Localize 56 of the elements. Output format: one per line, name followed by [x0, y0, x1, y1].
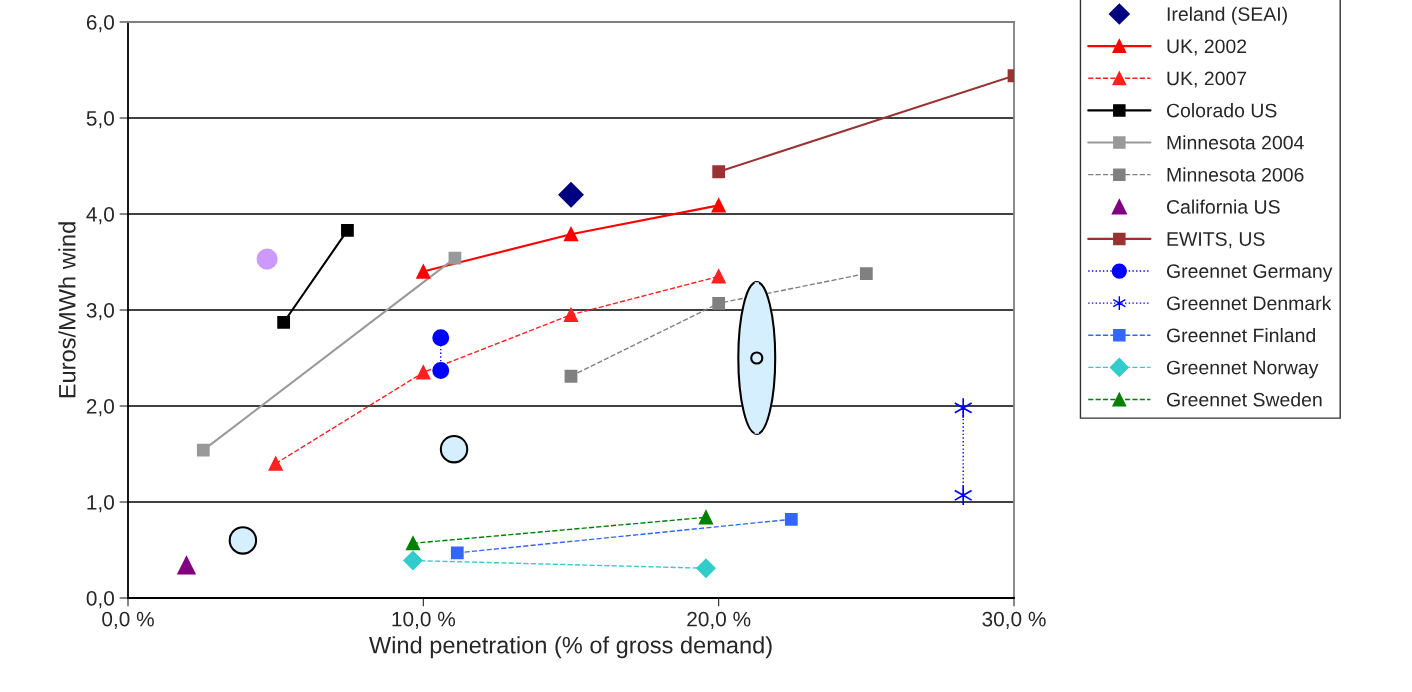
legend-label: California US — [1166, 199, 1280, 214]
point — [696, 558, 716, 578]
point — [558, 182, 584, 208]
y-tick-label: 5,0 — [86, 111, 114, 129]
y-tick-label: 1,0 — [87, 495, 114, 513]
point — [416, 365, 431, 380]
legend-label: UK, 2002 — [1167, 39, 1247, 56]
y-tick-label: 6,0 — [86, 15, 114, 33]
point — [432, 329, 450, 347]
point — [432, 362, 450, 379]
y-tick-label: 2,0 — [86, 399, 114, 417]
legend-label: UK, 2007 — [1167, 71, 1247, 88]
y-tick-label: 3,0 — [86, 303, 114, 321]
point — [341, 223, 354, 237]
point — [416, 264, 431, 279]
legend-label: Greennet Sweden — [1166, 392, 1322, 407]
point — [784, 512, 798, 526]
legend-label: Greennet Germany — [1166, 264, 1333, 282]
legend-label: Greennet Denmark — [1166, 295, 1332, 311]
point — [698, 510, 714, 525]
y-tick-label: 4,0 — [86, 207, 114, 225]
point — [403, 550, 423, 571]
point — [439, 434, 469, 464]
point — [711, 198, 726, 213]
point — [953, 484, 973, 506]
point — [564, 369, 578, 383]
point — [563, 227, 579, 242]
y-tick-label: 0,0 — [86, 591, 114, 609]
legend-label: Minnesota 2004 — [1167, 135, 1304, 150]
legend-label: Greennet Norway — [1166, 360, 1319, 379]
point — [256, 248, 278, 270]
x-axis-title: Wind penetration (% of gross demand) — [369, 636, 772, 659]
point — [405, 536, 421, 551]
legend-label: Colorado US — [1166, 103, 1277, 118]
legend-label: Greennet Finland — [1166, 328, 1315, 343]
point — [196, 443, 210, 457]
point — [712, 296, 726, 310]
point — [953, 397, 973, 419]
point — [177, 556, 196, 575]
point — [711, 269, 726, 284]
point — [448, 251, 462, 265]
point — [277, 316, 291, 329]
point — [750, 351, 764, 365]
legend-label: Ireland (SEAI) — [1167, 6, 1287, 25]
point — [563, 307, 579, 322]
point — [450, 546, 464, 560]
x-tick-label: 20,0 % — [687, 611, 751, 629]
point — [859, 267, 873, 280]
legend-label: Minnesota 2006 — [1167, 167, 1304, 182]
y-axis-title: Euros/MWh wind — [58, 222, 76, 398]
x-tick-label: 0,0 % — [102, 611, 154, 629]
point — [268, 456, 283, 471]
x-tick-label: 10,0 % — [392, 611, 456, 629]
point — [228, 526, 258, 555]
x-tick-label: 30,0 % — [982, 611, 1046, 629]
legend-label: EWITS, US — [1167, 232, 1265, 249]
